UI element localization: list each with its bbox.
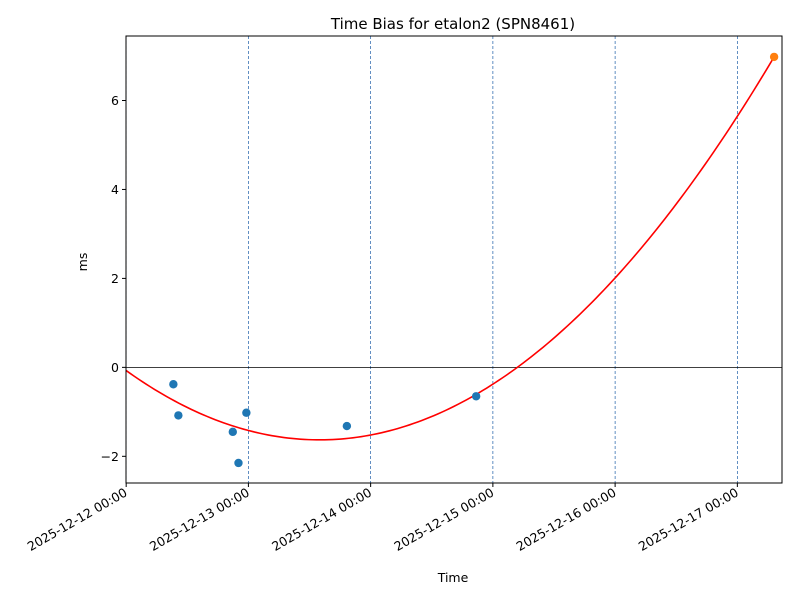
x-tick-label-5: 2025-12-17 00:00 [636, 485, 741, 554]
data-point-s1-0 [769, 52, 779, 62]
y-tick-label-4: 6 [111, 93, 119, 108]
y-tick-label-2: 2 [111, 271, 119, 286]
x-tick-label-2: 2025-12-14 00:00 [269, 485, 374, 554]
y-tick-label-3: 4 [111, 182, 119, 197]
y-axis-label: ms [75, 253, 90, 272]
y-axis-ticks: −2 0 2 4 6 [101, 93, 126, 464]
data-points [169, 52, 779, 468]
data-point-s0-2 [228, 427, 237, 437]
x-axis-ticks: 2025-12-12 00:00 2025-12-13 00:00 2025-12-… [25, 483, 741, 554]
fit-curve-group [125, 56, 775, 441]
chart-title: Time Bias for etalon2 (SPN8461) [330, 15, 575, 33]
plot-frame [125, 35, 783, 484]
y-tick-label-1: 0 [111, 360, 119, 375]
fit-curve [125, 56, 775, 441]
x-tick-label-3: 2025-12-15 00:00 [391, 485, 496, 554]
data-point-s0-3 [234, 458, 243, 468]
data-point-s0-1 [174, 411, 183, 420]
data-point-s0-6 [471, 392, 481, 401]
x-tick-label-0: 2025-12-12 00:00 [25, 485, 130, 554]
data-point-s0-0 [169, 380, 178, 389]
y-tick-label-0: −2 [101, 449, 119, 464]
data-point-s0-5 [342, 421, 352, 431]
x-axis-label: Time [437, 570, 469, 585]
x-tick-label-1: 2025-12-13 00:00 [147, 485, 252, 554]
x-tick-label-4: 2025-12-16 00:00 [514, 485, 619, 554]
data-point-s0-4 [242, 408, 251, 417]
